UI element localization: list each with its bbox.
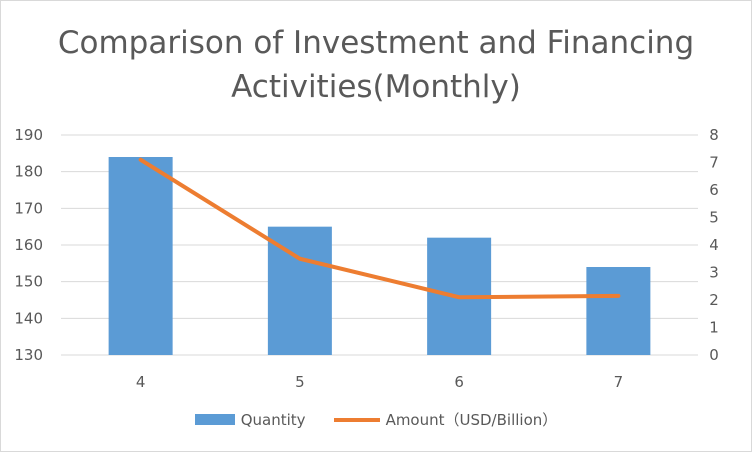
y-right-tick-label: 7: [709, 154, 719, 172]
bar-quantity: [267, 226, 332, 355]
y-right-tick-label: 3: [709, 264, 719, 282]
x-tick-label: 7: [614, 373, 624, 391]
y-right-tick-label: 2: [709, 291, 719, 309]
legend-label-amount: Amount（USD/Billion）: [385, 411, 558, 429]
y-right-tick-label: 8: [709, 126, 719, 144]
line-amount: [138, 157, 621, 300]
y-left-tick-label: 180: [14, 163, 43, 181]
legend-label-quantity: Quantity: [240, 410, 306, 429]
x-tick-label: 5: [295, 373, 305, 391]
x-tick-label: 4: [136, 373, 146, 391]
y-left-tick-label: 170: [14, 199, 43, 217]
y-left-tick-label: 150: [14, 273, 43, 291]
legend-swatch-amount: [333, 417, 380, 422]
bar-quantity: [108, 157, 173, 355]
y-right-tick-label: 0: [709, 346, 719, 364]
y-right-tick-label: 4: [709, 236, 719, 254]
y-left-tick-label: 190: [14, 126, 43, 144]
legend-item-quantity: Quantity: [194, 410, 306, 429]
y-right-tick-label: 5: [709, 209, 719, 227]
chart-title: Comparison of Investment and Financing A…: [57, 25, 695, 105]
y-left-tick-label: 160: [14, 236, 43, 254]
chart-legend: Quantity Amount（USD/Billion）: [1, 409, 751, 430]
x-tick-label: 6: [454, 373, 464, 391]
y-left-tick-label: 130: [14, 346, 43, 364]
bar-quantity: [586, 267, 651, 355]
y-right-tick-label: 6: [709, 181, 719, 199]
y-left-tick-label: 140: [14, 309, 43, 327]
y-right-tick-label: 1: [709, 319, 719, 337]
legend-swatch-quantity: [194, 414, 235, 425]
legend-item-amount: Amount（USD/Billion）: [333, 409, 558, 430]
